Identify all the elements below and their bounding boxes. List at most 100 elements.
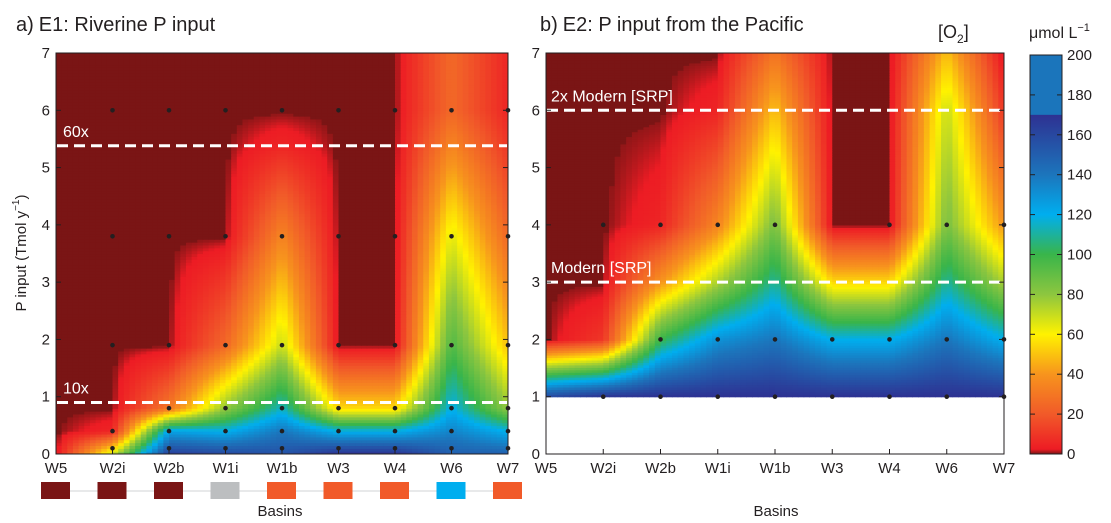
heatmap-cell — [445, 448, 453, 452]
heatmap-cell — [434, 382, 441, 386]
heatmap-cell — [462, 370, 470, 375]
heatmap-cell — [169, 402, 176, 406]
heatmap-cell — [214, 345, 221, 349]
heatmap-cell — [276, 445, 283, 449]
heatmap-cell — [89, 385, 97, 389]
heatmap-cell — [185, 433, 193, 438]
heatmap-cell — [146, 451, 153, 454]
heatmap-cell — [56, 373, 63, 378]
heatmap-cell — [248, 413, 255, 418]
heatmap-cell — [78, 345, 85, 349]
heatmap-cell — [231, 350, 238, 355]
heatmap-cell — [298, 445, 306, 449]
heatmap-cell — [468, 370, 475, 375]
heatmap-cell — [479, 370, 486, 375]
heatmap-cell — [282, 405, 289, 409]
heatmap-cell — [180, 445, 187, 449]
heatmap-cell — [474, 345, 481, 349]
heatmap-cell — [440, 433, 447, 438]
heatmap-cell — [259, 422, 266, 426]
heatmap-cell — [462, 365, 470, 369]
heatmap-cell — [219, 405, 227, 409]
heatmap-cell — [462, 436, 470, 441]
heatmap-cell — [479, 408, 486, 412]
heatmap-cell — [231, 416, 238, 421]
heatmap-cell — [118, 422, 125, 426]
heatmap-cell — [389, 411, 396, 415]
heatmap-cell — [428, 376, 436, 381]
heatmap-cell — [491, 385, 498, 389]
heatmap-cell — [298, 431, 306, 435]
heatmap-cell — [118, 376, 125, 381]
heatmap-cell — [332, 448, 340, 452]
heatmap-cell — [225, 353, 232, 358]
heatmap-cell — [61, 448, 68, 452]
heatmap-cell — [400, 365, 407, 369]
heatmap-cell — [157, 353, 164, 358]
heatmap-cell — [445, 431, 453, 435]
heatmap-cell — [123, 368, 131, 372]
heatmap-cell — [191, 411, 198, 415]
heatmap-cell — [355, 428, 362, 432]
heatmap-cell — [112, 362, 119, 366]
heatmap-cell — [157, 365, 164, 369]
heatmap-cell — [417, 428, 424, 432]
heatmap-cell — [434, 445, 441, 449]
heatmap-cell — [265, 393, 272, 398]
heatmap-cell — [287, 405, 294, 409]
heatmap-cell — [383, 431, 390, 435]
heatmap-cell — [406, 436, 413, 441]
heatmap-cell — [236, 382, 244, 386]
heatmap-cell — [61, 376, 68, 381]
heatmap-cell — [208, 428, 215, 432]
heatmap-cell — [496, 385, 503, 389]
heatmap-cell — [202, 388, 210, 392]
heatmap-cell — [84, 353, 91, 358]
heatmap-cell — [474, 353, 481, 358]
heatmap-cell — [146, 448, 153, 452]
heatmap-cell — [338, 413, 345, 418]
heatmap-cell — [491, 425, 498, 429]
heatmap-cell — [293, 348, 300, 352]
heatmap-cell — [152, 436, 159, 441]
heatmap-cell — [112, 356, 119, 361]
heatmap-cell — [451, 451, 458, 454]
heatmap-cell — [327, 359, 334, 363]
heatmap-cell — [180, 390, 187, 395]
heatmap-cell — [225, 419, 232, 424]
heatmap-cell — [400, 422, 407, 426]
heatmap-cell — [67, 411, 74, 415]
heatmap-cell — [157, 439, 164, 444]
heatmap-cell — [298, 422, 306, 426]
heatmap-cell — [236, 396, 244, 401]
heatmap-cell — [112, 373, 119, 378]
heatmap-cell — [287, 350, 294, 355]
heatmap-cell — [270, 433, 277, 438]
heatmap-cell — [321, 436, 328, 441]
heatmap-cell — [445, 396, 453, 401]
heatmap-cell — [282, 373, 289, 378]
heatmap-cell — [372, 353, 379, 358]
heatmap-cell — [259, 442, 266, 446]
heatmap-cell — [163, 345, 170, 349]
heatmap-cell — [157, 416, 164, 421]
heatmap-cell — [378, 379, 385, 383]
heatmap-cell — [61, 393, 68, 398]
heatmap-cell — [123, 445, 131, 449]
heatmap-cell — [208, 445, 215, 449]
heatmap-cell — [197, 353, 204, 358]
heatmap-cell — [208, 422, 215, 426]
heatmap-cell — [462, 379, 470, 383]
heatmap-cell — [383, 439, 390, 444]
heatmap-cell — [78, 396, 85, 401]
heatmap-cell — [197, 416, 204, 421]
heatmap-cell — [338, 379, 345, 383]
heatmap-cell — [282, 393, 289, 398]
heatmap-cell — [451, 413, 458, 418]
heatmap-cell — [474, 451, 481, 454]
heatmap-cell — [56, 382, 63, 386]
heatmap-cell — [485, 402, 492, 406]
heatmap-cell — [474, 416, 481, 421]
heatmap-cell — [129, 442, 136, 446]
heatmap-cell — [191, 442, 198, 446]
